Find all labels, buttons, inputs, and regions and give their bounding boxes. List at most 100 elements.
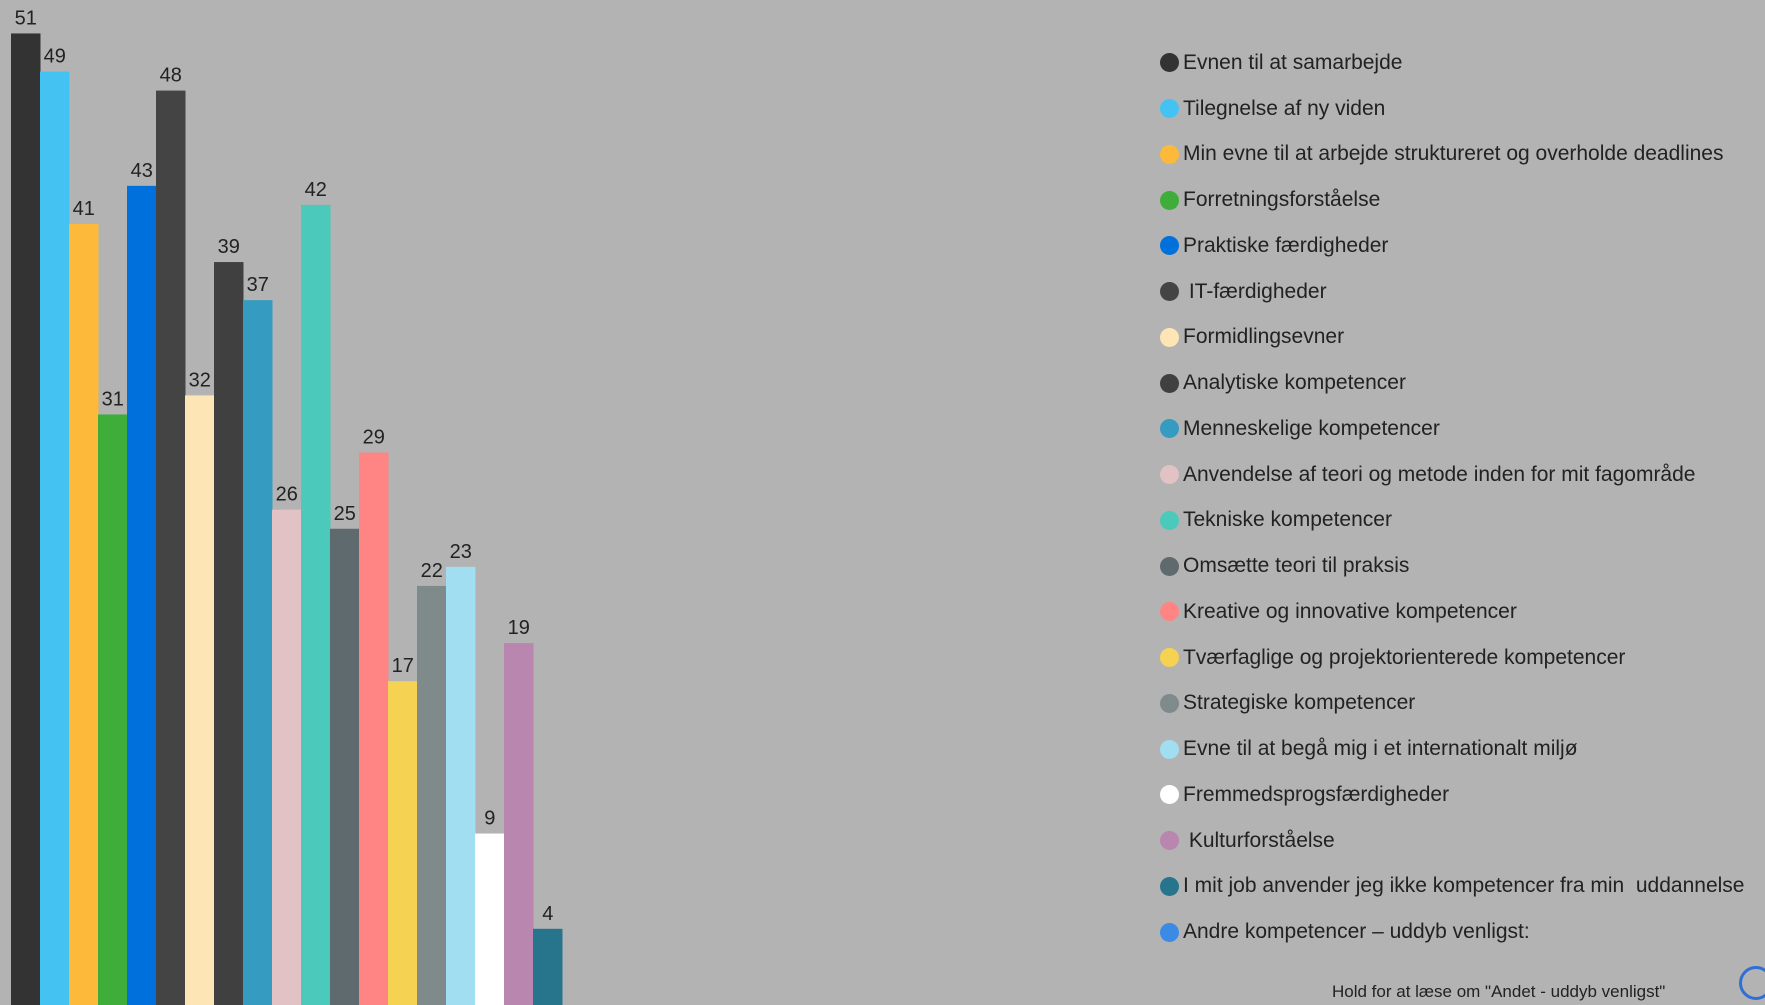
legend-label: Andre kompetencer – uddyb venligst: <box>1183 920 1530 944</box>
legend-label: Fremmedsprogsfærdigheder <box>1183 782 1450 806</box>
legend-label: Menneskelige kompetencer <box>1183 416 1440 440</box>
legend-label: Omsætte teori til praksis <box>1183 554 1410 578</box>
legend-item[interactable]: Kreative og innovative kompetencer <box>1160 589 1744 635</box>
legend-marker-icon <box>1160 739 1179 759</box>
legend-marker-icon <box>1160 99 1179 119</box>
bar[interactable] <box>98 414 128 1005</box>
legend-item[interactable]: Kulturforståelse <box>1160 818 1744 864</box>
legend-label: I mit job anvender jeg ikke kompetencer … <box>1183 874 1745 898</box>
legend-label: Evne til at begå mig i et internationalt… <box>1183 737 1578 761</box>
legend-label: Praktiske færdigheder <box>1183 233 1389 257</box>
legend-label: Forretningsforståelse <box>1183 188 1381 212</box>
bar[interactable] <box>475 833 505 1005</box>
legend-marker-icon <box>1160 510 1179 530</box>
legend-label: Kulturforståelse <box>1183 828 1335 852</box>
bar[interactable] <box>446 566 476 1005</box>
legend-label: Anvendelse af teori og metode inden for … <box>1183 462 1696 486</box>
legend-item[interactable]: Strategiske kompetencer <box>1160 681 1744 727</box>
bar[interactable] <box>388 681 418 1005</box>
bar[interactable] <box>127 185 157 1005</box>
bar-value-label: 26 <box>276 484 298 506</box>
bar-value-label: 31 <box>102 388 124 410</box>
legend-marker-icon <box>1160 648 1179 668</box>
legend-marker-icon <box>1160 327 1179 347</box>
bar-value-label: 23 <box>450 541 472 563</box>
legend-label: Tværfaglige og projektorienterede kompet… <box>1183 645 1626 669</box>
legend-label: Min evne til at arbejde struktureret og … <box>1183 142 1724 166</box>
bar-value-label: 39 <box>218 236 240 258</box>
legend-item[interactable]: Tekniske kompetencer <box>1160 498 1744 544</box>
bar-value-label: 37 <box>247 274 269 296</box>
bar-value-label: 29 <box>363 427 385 449</box>
legend-marker-icon <box>1160 373 1179 393</box>
bar[interactable] <box>214 262 244 1005</box>
legend-item[interactable]: Analytiske kompetencer <box>1160 360 1744 406</box>
legend-label: Tekniske kompetencer <box>1183 508 1392 532</box>
bar-value-label: 22 <box>421 560 443 582</box>
legend-label: Kreative og innovative kompetencer <box>1183 599 1517 623</box>
legend-label: Tilegnelse af ny viden <box>1183 96 1386 120</box>
legend-marker-icon <box>1160 602 1179 622</box>
legend-item[interactable]: Tværfaglige og projektorienterede kompet… <box>1160 635 1744 681</box>
legend-marker-icon <box>1160 190 1179 210</box>
bar[interactable] <box>359 452 389 1005</box>
legend-item[interactable]: Anvendelse af teori og metode inden for … <box>1160 452 1744 498</box>
bar-value-label: 32 <box>189 369 211 391</box>
legend-item[interactable]: Forretningsforståelse <box>1160 177 1744 223</box>
legend-item[interactable]: Praktiske færdigheder <box>1160 223 1744 269</box>
bar-value-label: 41 <box>73 198 95 220</box>
bar-value-label: 48 <box>160 65 182 87</box>
footnote-text: Hold for at læse om "Andet - uddyb venli… <box>1332 982 1666 1001</box>
bar-value-label: 19 <box>508 617 530 639</box>
legend-item[interactable]: Andre kompetencer – uddyb venligst: <box>1160 909 1744 955</box>
bar[interactable] <box>504 643 534 1005</box>
legend-marker-icon <box>1160 556 1179 576</box>
bar[interactable] <box>156 90 186 1005</box>
legend-marker-icon <box>1160 282 1179 302</box>
legend-marker-icon <box>1160 876 1179 896</box>
legend-label: Evnen til at samarbejde <box>1183 50 1403 74</box>
bar[interactable] <box>272 509 302 1005</box>
legend-item[interactable]: Evne til at begå mig i et internationalt… <box>1160 726 1744 772</box>
bar[interactable] <box>40 71 70 1005</box>
legend-item[interactable]: Omsætte teori til praksis <box>1160 543 1744 589</box>
legend-label: IT-færdigheder <box>1183 279 1327 303</box>
legend-marker-icon <box>1160 236 1179 256</box>
bar[interactable] <box>185 395 215 1005</box>
bar[interactable] <box>330 528 360 1005</box>
bar[interactable] <box>301 204 331 1005</box>
legend-marker-icon <box>1160 922 1179 942</box>
bar[interactable] <box>69 223 99 1005</box>
bar[interactable] <box>417 585 447 1005</box>
bar[interactable] <box>533 928 563 1005</box>
bar-value-label: 42 <box>305 179 327 201</box>
info-icon[interactable] <box>1739 966 1765 1000</box>
legend-marker-icon <box>1160 785 1179 805</box>
bar[interactable] <box>243 300 273 1005</box>
legend-marker-icon <box>1160 465 1179 485</box>
bar-value-label: 43 <box>131 160 153 182</box>
legend-marker-icon <box>1160 831 1179 851</box>
legend-label: Analytiske kompetencer <box>1183 371 1406 395</box>
legend-item[interactable]: Tilegnelse af ny viden <box>1160 86 1744 132</box>
legend-marker-icon <box>1160 693 1179 713</box>
legend-marker-icon <box>1160 144 1179 164</box>
legend-item[interactable]: Formidlingsevner <box>1160 315 1744 361</box>
legend-item[interactable]: Menneskelige kompetencer <box>1160 406 1744 452</box>
legend-marker-icon <box>1160 53 1179 73</box>
legend-marker-icon <box>1160 419 1179 439</box>
legend-item[interactable]: IT-færdigheder <box>1160 269 1744 315</box>
legend-label: Formidlingsevner <box>1183 325 1345 349</box>
legend-item[interactable]: Fremmedsprogsfærdigheder <box>1160 772 1744 818</box>
legend-label: Strategiske kompetencer <box>1183 691 1416 715</box>
bar-value-label: 49 <box>44 46 66 68</box>
bar-value-label: 4 <box>542 903 553 925</box>
legend-item[interactable]: Evnen til at samarbejde <box>1160 40 1744 86</box>
chart-legend: Evnen til at samarbejde Tilegnelse af ny … <box>1160 40 1744 955</box>
bar-value-label: 51 <box>15 7 37 29</box>
legend-item[interactable]: Min evne til at arbejde struktureret og … <box>1160 132 1744 178</box>
legend-item[interactable]: I mit job anvender jeg ikke kompetencer … <box>1160 864 1744 910</box>
bar-value-label: 9 <box>484 808 495 830</box>
bar[interactable] <box>11 33 41 1005</box>
